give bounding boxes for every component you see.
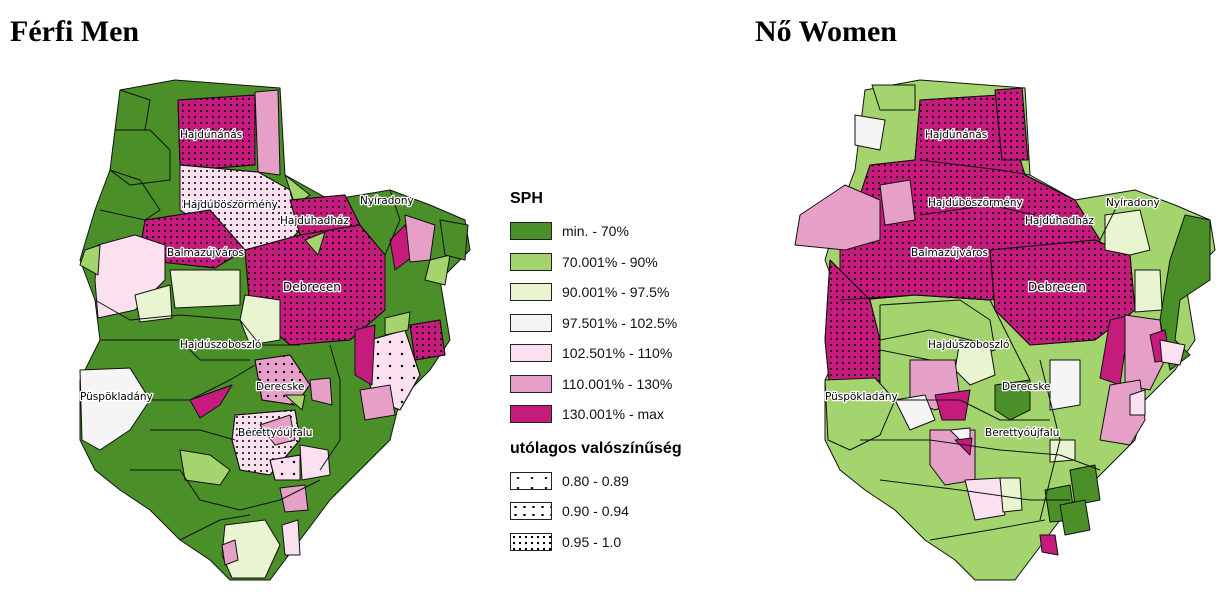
legend-swatch [510,313,552,332]
w-region-puspokladany [824,377,896,451]
legend-sph-list: min. - 70% 70.001% - 90% 90.001% - 97.5% 97… [510,216,740,430]
region-sw-pink [189,384,233,419]
legend-sph-item: 130.001% - max [510,399,740,430]
legend-label: 110.001% - 130% [562,375,673,392]
legend-probability-item: 0.80 - 0.89 [510,466,740,497]
legend-probability-item: 0.95 - 1.0 [510,527,740,558]
w-town-label-nyiradony: Nyíradony [1106,197,1160,209]
town-label-debrecen: Debrecen [283,280,341,294]
legend-probability-title: utólagos valószínűség [510,439,682,457]
region-south-pink2 [221,539,239,566]
w-town-label-derecske: Derecske [1002,381,1051,393]
w-region-south-pink [1039,534,1059,556]
region-puspokladany [79,367,151,451]
town-label-balmazujvaros: Balmazújváros [167,247,244,259]
w-town-label-hajduszoboszlo: Hajdúszoboszló [928,339,1009,351]
legend-sph-item: 110.001% - 130% [510,369,740,400]
region-west-light [79,244,101,276]
legend-label: 97.501% - 102.5% [562,314,678,331]
region-east-green2 [439,219,469,261]
legend-label: 0.95 - 1.0 [562,533,622,550]
town-label-berettyoujfalu: Berettyóújfalu [238,427,312,439]
region-south-pink [281,519,301,556]
legend-sph-item: 70.001% - 90% [510,247,740,278]
region-east-light2 [384,311,411,336]
w-region-nw-white [854,114,886,151]
town-label-hajduszoboszlo: Hajdúszoboszló [180,339,261,351]
legend-sph-item: min. - 70% [510,216,740,247]
legend-swatch [510,344,552,363]
panel-title-women: Nő Women [755,15,897,48]
w-region-east-lpink [1129,389,1146,416]
region-ber-pink2 [299,444,331,481]
town-label-hajduboszormeny: Hajdúböszörmény [183,199,278,211]
w-region-south-dark3 [1059,499,1091,536]
legend-label: 130.001% - max [562,406,664,423]
w-region-center-white [1049,359,1081,411]
region-ber-pink [259,414,296,446]
legend-label: 102.501% - 110% [562,345,673,362]
region-north-strip [254,89,281,176]
town-label-hajduhadhaz: Hajdúhadház [280,215,349,227]
legend-swatch [510,405,552,424]
region-ber-pink3 [279,484,309,513]
legend-pattern-swatch [510,532,552,551]
region-center-light2 [134,284,173,323]
w-town-label-berettyoujfalu: Berettyóújfalu [985,427,1059,439]
w-region-east-light2 [1134,269,1163,313]
town-label-nyiradony: Nyíradony [360,195,414,207]
w-region-derecske [994,379,1031,421]
w-region-sw-white [894,394,936,431]
w-region-nw-light [871,84,916,111]
w-region-east-pink4 [1159,339,1186,366]
region-center-light [169,269,241,309]
town-label-puspokladany: Püspökladány [80,391,153,403]
w-town-label-hajdunanas: Hajdúnánás [925,129,987,141]
region-sw-light [179,449,231,486]
w-region-sw-pink2 [934,389,971,421]
legend-label: 90.001% - 97.5% [562,284,670,301]
town-label-hajdunanas: Hajdúnánás [180,129,242,141]
map-legend: SPH min. - 70% 70.001% - 90% 90.001% - 97.… [510,190,740,557]
region-der-light [284,394,306,411]
legend-sph-item: 102.501% - 110% [510,338,740,369]
legend-sph-item: 90.001% - 97.5% [510,277,740,308]
legend-pattern-swatch [510,471,552,490]
w-town-label-hajduboszormeny: Hajdúböszörmény [928,197,1023,209]
panel-title-men: Férfi Men [10,15,140,48]
w-region-south-lpink [964,477,1006,521]
map-men: Hajdúnánás Hajdúböszörmény Hajdúhadház N… [79,79,471,581]
legend-swatch [510,222,552,241]
region-deb-green [304,231,326,256]
region-south-light [221,519,281,579]
legend-sph-item: 97.501% - 102.5% [510,308,740,339]
legend-label: 0.90 - 0.94 [562,503,629,520]
legend-probability-list: 0.80 - 0.89 0.90 - 0.94 0.95 - 1.0 [510,466,740,558]
region-der-green [309,377,333,406]
legend-pattern-swatch [510,502,552,521]
w-region-pink-nw [879,179,916,226]
legend-sph-title: SPH [510,190,543,207]
map-women: Hajdúnánás Hajdúböszörmény Hajdúhadház N… [794,79,1216,581]
legend-probability-item: 0.90 - 0.94 [510,496,740,527]
legend-swatch [510,283,552,302]
w-town-label-debrecen: Debrecen [1028,280,1086,294]
legend-swatch [510,374,552,393]
w-region-east-light [1104,209,1151,256]
town-label-derecske: Derecske [256,381,305,393]
legend-label: min. - 70% [562,223,629,240]
region-east-pink5 [359,384,396,421]
legend-label: 0.80 - 0.89 [562,472,629,489]
w-region-south-dark1 [1069,464,1101,506]
region-east-light1 [424,254,451,286]
w-town-label-puspokladany: Püspökladány [825,391,898,403]
w-region-south-pale [999,477,1023,513]
w-town-label-balmazujvaros: Balmazújváros [911,247,988,259]
legend-swatch [510,252,552,271]
region-east-pink4 [354,324,376,386]
w-region-west-pink [794,184,881,251]
w-region-sw-pink4 [954,437,973,456]
legend-label: 70.001% - 90% [562,253,658,270]
w-town-label-hajduhadhaz: Hajdúhadház [1025,215,1094,227]
